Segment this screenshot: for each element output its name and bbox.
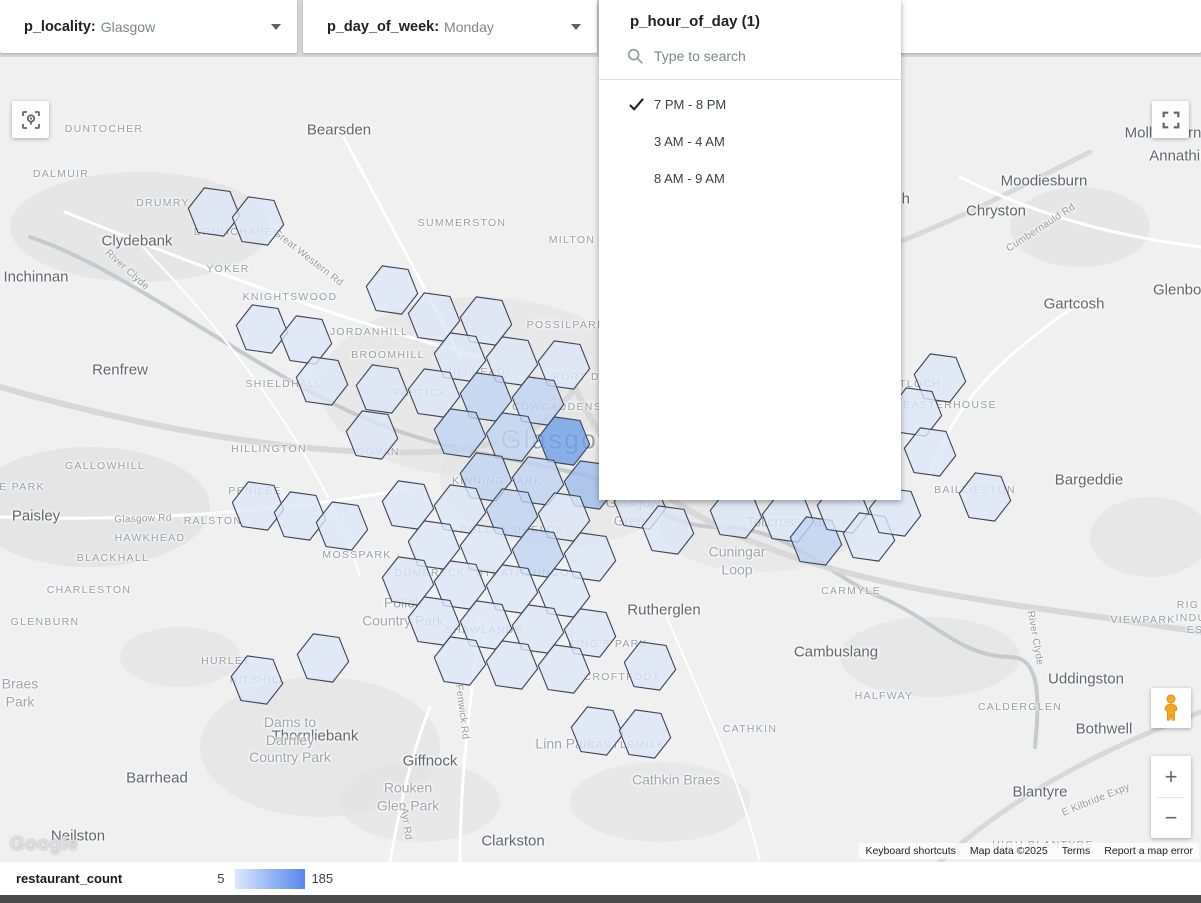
hex-bin[interactable] bbox=[433, 636, 487, 686]
attribution-item-3[interactable]: Report a map error bbox=[1104, 845, 1193, 857]
dropdown-option-0[interactable]: 7 PM - 8 PM bbox=[599, 86, 901, 123]
filter-separator: : bbox=[434, 18, 440, 35]
pegman-button[interactable] bbox=[1151, 688, 1191, 728]
dropdown-divider bbox=[599, 79, 901, 80]
day-filter-value: Monday bbox=[444, 18, 494, 35]
hex-bin[interactable] bbox=[355, 364, 409, 414]
chevron-down-icon bbox=[271, 23, 281, 30]
hex-bin[interactable] bbox=[641, 505, 695, 555]
hex-bin[interactable] bbox=[537, 416, 591, 466]
locality-filter-label: p_locality bbox=[24, 18, 91, 35]
hex-bin[interactable] bbox=[235, 304, 289, 354]
day-of-week-filter-chip[interactable]: p_day_of_week : Monday bbox=[303, 0, 597, 53]
dropdown-option-label: 8 AM - 9 AM bbox=[654, 171, 725, 186]
dropdown-title: p_hour_of_day (1) bbox=[630, 13, 761, 30]
zoom-in-button[interactable]: + bbox=[1164, 763, 1178, 789]
dropdown-options-list: 7 PM - 8 PM 3 AM - 4 AM 8 AM - 9 AM bbox=[599, 80, 901, 197]
legend-gradient-swatch bbox=[235, 868, 306, 889]
hex-bin[interactable] bbox=[365, 265, 419, 315]
hex-bin[interactable] bbox=[623, 641, 677, 691]
zoom-control: + − bbox=[1151, 756, 1191, 838]
hex-bin[interactable] bbox=[433, 408, 487, 458]
pegman-icon bbox=[1164, 694, 1178, 721]
locality-filter-value: Glasgow bbox=[100, 18, 156, 35]
hex-bin[interactable] bbox=[537, 340, 591, 390]
dropdown-option-label: 7 PM - 8 PM bbox=[654, 97, 727, 112]
day-filter-label: p_day_of_week bbox=[327, 18, 435, 35]
hex-bin[interactable] bbox=[958, 472, 1012, 522]
hex-bin[interactable] bbox=[279, 315, 333, 365]
locate-pin-icon bbox=[21, 110, 40, 129]
hexbin-layer bbox=[187, 187, 1012, 759]
filter-separator: : bbox=[90, 18, 96, 35]
legend-metric-label: restaurant_count bbox=[16, 871, 123, 886]
check-icon bbox=[628, 96, 654, 113]
dropdown-option-2[interactable]: 8 AM - 9 AM bbox=[599, 160, 901, 197]
hex-bin[interactable] bbox=[563, 532, 617, 582]
hex-bin[interactable] bbox=[537, 644, 591, 694]
locality-filter-chip[interactable]: p_locality : Glasgow bbox=[0, 0, 297, 53]
hex-bin[interactable] bbox=[187, 187, 241, 237]
hex-bin[interactable] bbox=[315, 501, 369, 551]
search-input[interactable] bbox=[654, 48, 854, 64]
locate-button[interactable] bbox=[12, 101, 49, 138]
legend-min-value: 5 bbox=[217, 871, 225, 886]
zoom-out-button[interactable]: − bbox=[1164, 804, 1178, 830]
hex-bin[interactable] bbox=[230, 655, 284, 705]
map-attribution: Keyboard shortcuts Map data ©2025 Terms Rep… bbox=[859, 843, 1199, 859]
hex-bin[interactable] bbox=[345, 410, 399, 460]
legend-bar: restaurant_count 5 185 bbox=[0, 862, 1201, 895]
fullscreen-button[interactable] bbox=[1152, 101, 1189, 138]
hex-bin[interactable] bbox=[618, 709, 672, 759]
legend-max-value: 185 bbox=[311, 871, 334, 886]
hex-bin[interactable] bbox=[231, 481, 285, 531]
dropdown-option-1[interactable]: 3 AM - 4 AM bbox=[599, 123, 901, 160]
chevron-down-icon bbox=[571, 23, 581, 30]
hex-bin[interactable] bbox=[570, 706, 624, 756]
hex-bin[interactable] bbox=[485, 412, 539, 462]
hex-bin[interactable] bbox=[913, 353, 967, 403]
fullscreen-icon bbox=[1162, 111, 1179, 128]
bottom-strip bbox=[0, 895, 1201, 903]
attribution-item-2[interactable]: Terms bbox=[1061, 845, 1091, 857]
hour-of-day-dropdown-panel: p_hour_of_day (1) 7 PM - 8 PM 3 AM - 4 AM… bbox=[599, 0, 901, 500]
hex-bin[interactable] bbox=[273, 491, 327, 541]
hex-bin[interactable] bbox=[485, 640, 539, 690]
search-icon bbox=[627, 48, 643, 64]
hex-bin[interactable] bbox=[563, 608, 617, 658]
dropdown-search-row bbox=[599, 38, 901, 74]
dropdown-option-label: 3 AM - 4 AM bbox=[654, 134, 725, 149]
attribution-item-0[interactable]: Keyboard shortcuts bbox=[865, 845, 956, 857]
hex-bin[interactable] bbox=[903, 427, 957, 477]
hex-bin[interactable] bbox=[231, 196, 285, 246]
hex-bin[interactable] bbox=[295, 356, 349, 406]
google-logo[interactable]: Google bbox=[10, 834, 79, 855]
zoom-divider bbox=[1158, 796, 1184, 798]
hex-bin[interactable] bbox=[296, 633, 350, 683]
attribution-item-1: Map data ©2025 bbox=[969, 845, 1048, 857]
